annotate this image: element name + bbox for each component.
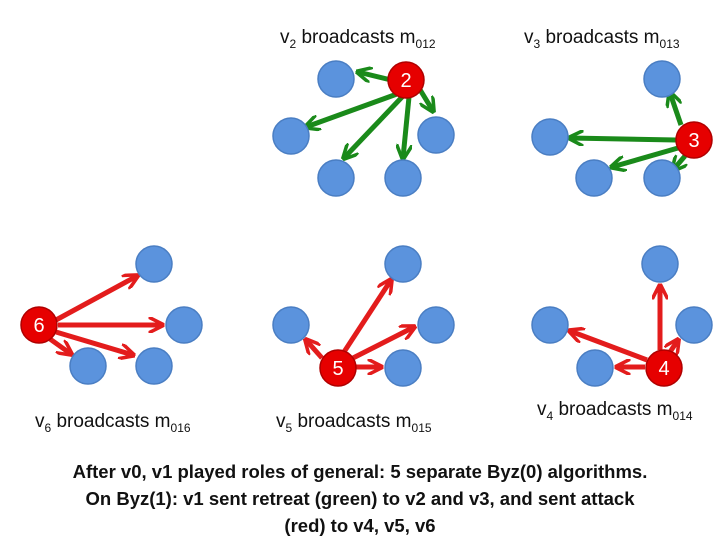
node <box>384 245 422 283</box>
general-label-v3: 3 <box>688 130 699 152</box>
node <box>135 245 173 283</box>
arrows-v6 <box>48 276 162 355</box>
node <box>675 306 713 344</box>
node <box>417 306 455 344</box>
arrow <box>54 276 137 323</box>
general-label-v6: 6 <box>33 315 44 337</box>
caption-line-2: On Byz(1): v1 sent retreat (green) to v2… <box>85 488 635 509</box>
general-node-v4 <box>645 349 683 387</box>
arrow <box>570 138 677 140</box>
node <box>69 347 107 385</box>
node <box>272 117 310 155</box>
node <box>643 60 681 98</box>
arrow <box>55 329 133 355</box>
general-node-v3 <box>675 121 713 159</box>
panel-label-v3: v3 broadcasts m013 <box>524 27 680 51</box>
arrows-v4 <box>570 286 678 367</box>
node <box>384 159 422 197</box>
node <box>643 159 681 197</box>
general-label-v4: 4 <box>658 358 669 380</box>
arrow <box>670 340 678 352</box>
nodes-v3: 3 <box>531 60 713 197</box>
panel-v5: v5 broadcasts m015 5 <box>272 245 455 435</box>
arrow <box>670 93 684 126</box>
node <box>575 159 613 197</box>
panel-label-v5: v5 broadcasts m015 <box>276 411 432 435</box>
arrow <box>416 86 433 111</box>
node <box>165 306 203 344</box>
nodes-v6: 6 <box>20 245 203 385</box>
arrow <box>306 91 398 127</box>
panel-v3: v3 broadcasts m013 3 <box>524 27 713 197</box>
arrows-v3 <box>570 93 685 170</box>
arrow <box>358 72 392 80</box>
node <box>384 349 422 387</box>
arrow <box>403 96 409 158</box>
nodes-v2: 2 <box>272 60 455 197</box>
arrow <box>306 340 324 360</box>
panel-v4: v4 broadcasts m014 4 <box>531 245 713 423</box>
node <box>641 245 679 283</box>
general-label-v2: 2 <box>400 70 411 92</box>
caption-line-3: (red) to v4, v5, v6 <box>284 515 436 536</box>
node <box>317 60 355 98</box>
general-label-v5: 5 <box>332 358 343 380</box>
general-node-v2 <box>387 61 425 99</box>
arrow <box>351 327 414 361</box>
node <box>272 306 310 344</box>
node <box>576 349 614 387</box>
arrow <box>570 331 648 363</box>
panel-label-v6: v6 broadcasts m016 <box>35 411 191 435</box>
panel-label-v4: v4 broadcasts m014 <box>537 399 693 423</box>
general-node-v6 <box>20 306 58 344</box>
arrow <box>344 94 405 158</box>
node <box>531 118 569 156</box>
caption: After v0, v1 played roles of general: 5 … <box>0 458 720 539</box>
panel-label-v2: v2 broadcasts m012 <box>280 27 436 51</box>
node <box>135 347 173 385</box>
panel-v2: v2 broadcasts m012 2 <box>272 27 455 197</box>
node <box>531 306 569 344</box>
arrow <box>48 336 71 354</box>
nodes-v5: 5 <box>272 245 455 387</box>
node <box>317 159 355 197</box>
caption-line-1: After v0, v1 played roles of general: 5 … <box>72 461 648 482</box>
arrows-v2 <box>306 72 433 158</box>
arrows-v5 <box>306 280 414 367</box>
arrow <box>612 145 679 167</box>
arrow <box>341 280 391 354</box>
nodes-v4: 4 <box>531 245 713 387</box>
node <box>417 116 455 154</box>
general-node-v5 <box>319 349 357 387</box>
panel-v6: v6 broadcasts m016 6 <box>20 245 203 435</box>
